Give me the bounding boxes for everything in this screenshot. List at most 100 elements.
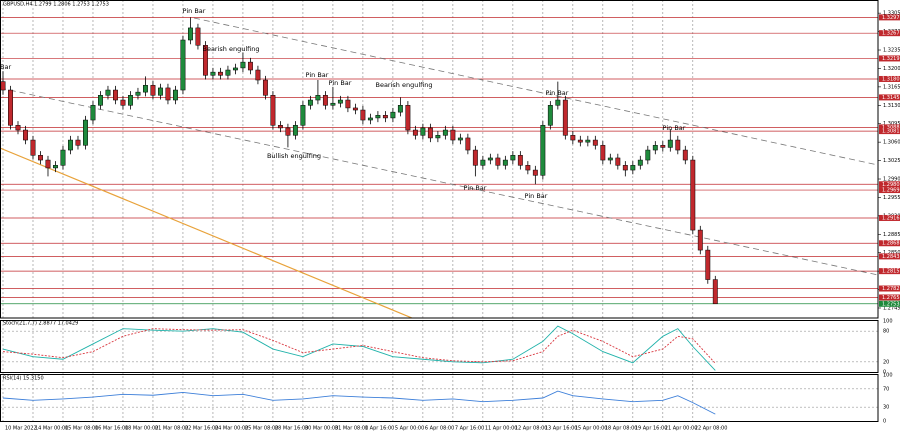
candle-body — [630, 165, 636, 171]
candle-body — [570, 135, 576, 141]
candle-body — [360, 109, 366, 121]
level-label-box — [879, 240, 900, 247]
level-label-box — [879, 181, 900, 188]
level-label-box — [879, 187, 900, 194]
candle-body — [660, 145, 666, 148]
y-tick-label: 1.2885 — [883, 232, 900, 238]
y-tick-label: 1.3130 — [883, 103, 900, 109]
annotation: Bearish engulfing — [375, 81, 432, 89]
candles — [0, 17, 718, 305]
candle-body — [173, 89, 178, 101]
x-tick-label: 13 Apr 16:00 — [545, 426, 578, 432]
candle-body — [113, 89, 118, 101]
annotation: Pin Bar — [663, 124, 686, 132]
candle-body — [397, 105, 403, 113]
x-tick-label: 7 Apr 16:00 — [455, 426, 484, 432]
level-label: 1.2969 — [882, 188, 900, 194]
y-tick-label: 1.3025 — [883, 158, 900, 164]
y-tick-label: 100 — [883, 373, 893, 379]
candle-body — [98, 95, 103, 106]
indicator-line — [2, 328, 716, 364]
candle-body — [667, 139, 673, 148]
level-label-box — [879, 128, 900, 135]
candle-body — [645, 149, 651, 161]
y-tick-label: 20 — [883, 359, 889, 365]
candle-body — [675, 139, 681, 151]
candle-body — [450, 129, 456, 141]
candle-body — [30, 139, 36, 156]
level-label-box — [879, 294, 900, 301]
candle-body — [90, 105, 96, 121]
candle-body — [165, 87, 171, 101]
level-label: 1.3267 — [882, 31, 900, 37]
candle-body — [38, 155, 43, 161]
candle-body — [427, 127, 433, 139]
candle-body — [495, 157, 501, 166]
candle-body — [105, 89, 111, 96]
x-tick-label: 15 Apr 00:00 — [575, 426, 608, 432]
level-label-box — [879, 285, 900, 292]
candle-body — [465, 137, 471, 151]
level-label: 1.3081 — [882, 129, 900, 135]
candle-body — [637, 159, 643, 166]
x-tick-label: 19 Apr 16:00 — [635, 426, 668, 432]
candle-body — [150, 85, 156, 96]
candle-body — [23, 129, 28, 141]
candle-body — [652, 145, 658, 151]
y-tick-label: 100 — [883, 319, 893, 325]
candle-body — [128, 95, 133, 106]
rsi-title: RSI(14) 15.3150 — [3, 376, 44, 382]
y-tick-label: 80 — [883, 329, 889, 335]
y-tick-label: 1.2990 — [883, 177, 900, 183]
level-label-box — [879, 268, 900, 275]
candle-body — [240, 61, 246, 69]
y-tick-label: 1.2955 — [883, 195, 900, 201]
candle-body — [262, 79, 268, 96]
candle-body — [555, 99, 561, 106]
candle-body — [517, 155, 523, 166]
y-tick-label: 30 — [883, 405, 889, 411]
annotation: Pin Bar — [546, 89, 569, 97]
current-price-box — [879, 300, 900, 307]
level-label-box — [879, 14, 900, 21]
y-tick-label: 70 — [883, 386, 889, 392]
candle-body — [315, 95, 321, 101]
level-label-box — [879, 55, 900, 62]
level-label: 1.3219 — [882, 56, 900, 62]
candle-body — [60, 149, 66, 166]
candle-body — [232, 67, 238, 71]
chart-title: GBPUSD,H4 1.2799 1.2806 1.2753 1.2753 — [3, 2, 109, 8]
stoch-title: Stoch(21,7,7) 2.8877 17.0429 — [3, 321, 78, 327]
x-tick-label: 12 Apr 08:00 — [515, 426, 548, 432]
y-tick-label: 0 — [883, 370, 886, 376]
candle-body — [135, 91, 141, 96]
candle-body — [75, 139, 81, 146]
trend-line — [193, 17, 878, 166]
annotation: Pin Bar — [464, 184, 487, 192]
candle-body — [540, 125, 546, 176]
level-label-box — [879, 214, 900, 221]
y-tick-label: 1.3235 — [883, 48, 900, 54]
y-tick-label: 1.2745 — [883, 305, 900, 311]
candle-body — [285, 127, 291, 136]
candle-body — [45, 159, 51, 169]
candle-body — [510, 155, 516, 161]
annotation: Bar — [0, 63, 11, 71]
level-label: 1.2815 — [882, 269, 900, 275]
x-tick-label: 14 Mar 00:00 — [35, 426, 68, 432]
level-label-box — [879, 94, 900, 101]
x-tick-label: 21 Mar 08:00 — [155, 426, 188, 432]
annotation: Pin Bar — [329, 79, 352, 87]
candle-body — [690, 159, 696, 231]
candle-body — [712, 279, 718, 305]
candle-body — [622, 165, 628, 171]
candle-body — [0, 81, 6, 91]
candle-body — [705, 249, 711, 280]
candle-body — [600, 145, 606, 161]
candle-body — [532, 169, 538, 176]
candle-body — [195, 27, 201, 46]
x-tick-label: 16 Mar 16:00 — [95, 426, 128, 432]
